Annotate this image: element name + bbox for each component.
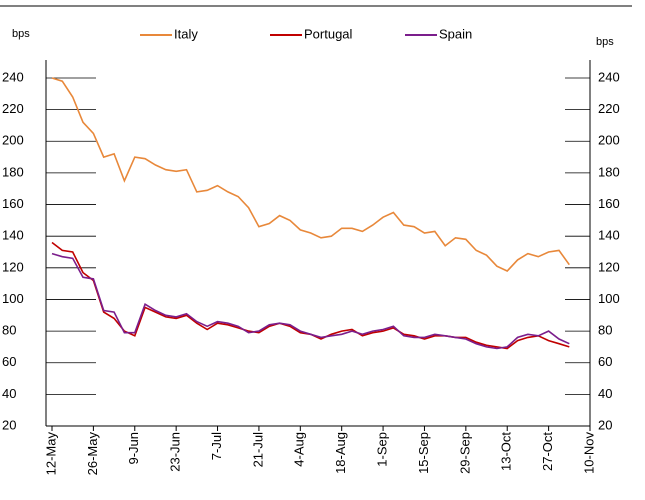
x-tick-label: 13-Oct xyxy=(499,432,514,471)
y-tick-label: 160 xyxy=(2,196,24,211)
y2-axis-label: bps xyxy=(596,36,614,48)
x-tick-label: 12-May xyxy=(43,432,58,476)
x-tick-label: 23-Jun xyxy=(168,432,183,472)
x-tick-label: 26-May xyxy=(85,432,100,476)
y-tick-label: 100 xyxy=(2,291,24,306)
legend-label: Portugal xyxy=(304,26,353,41)
y-tick-label: 120 xyxy=(2,259,24,274)
series-line xyxy=(51,252,570,350)
x-tick-label: 18-Aug xyxy=(333,432,348,474)
y-axis-label: bps xyxy=(12,28,30,40)
x-tick-label: 7-Jul xyxy=(209,432,224,460)
y-tick-label: 140 xyxy=(2,228,24,243)
y2-tick-label: 200 xyxy=(598,133,620,148)
y2-tick-label: 180 xyxy=(598,164,620,179)
legend-label: Spain xyxy=(439,26,472,41)
x-tick-label: 4-Aug xyxy=(292,432,307,467)
y-tick-label: 200 xyxy=(2,133,24,148)
y-tick-label: 80 xyxy=(2,323,16,338)
y2-tick-label: 140 xyxy=(598,228,620,243)
y-tick-label: 20 xyxy=(2,417,16,432)
y2-tick-label: 240 xyxy=(598,69,620,84)
y2-tick-label: 160 xyxy=(598,196,620,211)
x-tick-label: 21-Jul xyxy=(250,432,265,468)
y-tick-label: 180 xyxy=(2,164,24,179)
x-tick-label: 29-Sep xyxy=(457,432,472,474)
x-tick-label: 27-Oct xyxy=(540,432,555,471)
x-tick-label: 10-Nov xyxy=(581,432,596,474)
y-tick-label: 60 xyxy=(2,354,16,369)
legend-label: Italy xyxy=(174,26,198,41)
x-tick-label: 9-Jun xyxy=(126,432,141,465)
x-tick-label: 15-Sep xyxy=(416,432,431,474)
y-tick-label: 240 xyxy=(2,69,24,84)
y2-tick-label: 220 xyxy=(598,101,620,116)
y2-tick-label: 80 xyxy=(598,323,612,338)
y2-tick-label: 40 xyxy=(598,386,612,401)
y-tick-label: 220 xyxy=(2,101,24,116)
y2-tick-label: 60 xyxy=(598,354,612,369)
x-tick-label: 1-Sep xyxy=(375,432,390,467)
y2-tick-label: 120 xyxy=(598,259,620,274)
series-line xyxy=(51,77,570,272)
y-tick-label: 40 xyxy=(2,386,16,401)
y2-tick-label: 100 xyxy=(598,291,620,306)
y2-tick-label: 20 xyxy=(598,417,612,432)
